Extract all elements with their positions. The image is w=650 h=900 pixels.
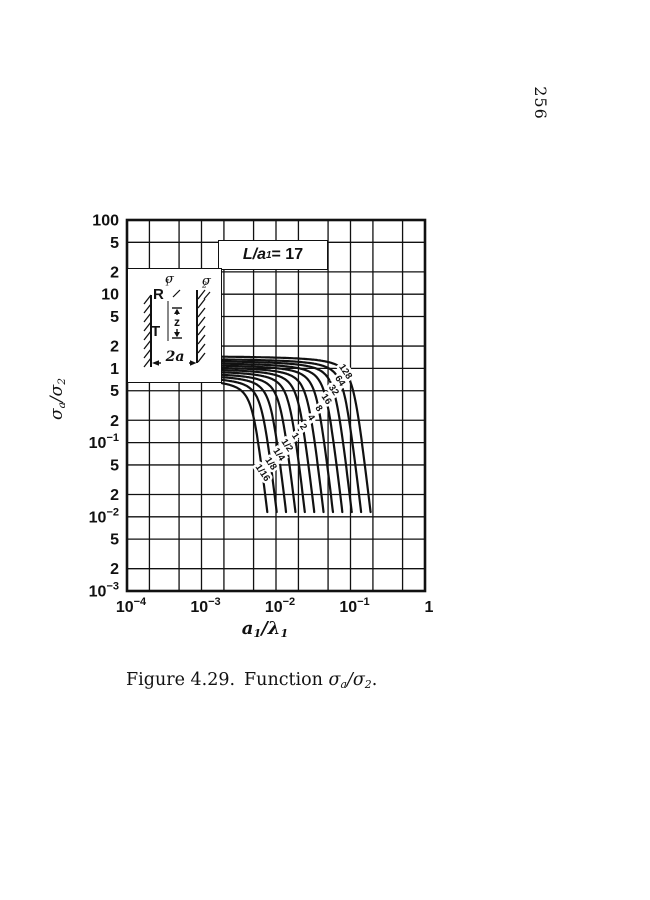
2a-arrow-right-icon <box>190 360 197 366</box>
plot-title-sub: 1 <box>266 249 272 261</box>
y-tick-label: 5 <box>110 235 119 252</box>
figure-caption: Figure 4.29. Function σa/σ2. <box>126 670 378 692</box>
borehole-diagram-graphic <box>143 289 211 368</box>
left-wall-hatching <box>143 294 152 368</box>
y-tick-label: 2 <box>110 339 119 356</box>
x-tick-label: 10−4 <box>116 596 147 616</box>
receiver-label: R <box>153 286 164 303</box>
sigma1-leader <box>172 289 181 298</box>
curve-16 <box>220 362 344 514</box>
curve-64 <box>220 358 363 514</box>
curve-1 <box>220 371 306 514</box>
2a-arrow-left-icon <box>152 360 159 366</box>
curve-1/8 <box>220 378 278 514</box>
curve-8 <box>220 364 335 514</box>
source-label: T <box>151 323 161 340</box>
curve-32 <box>220 360 353 514</box>
y-axis-title: σa/σ2 <box>47 378 68 420</box>
x-tick-label: 1 <box>425 599 434 616</box>
curve-1/2 <box>220 373 297 514</box>
y-tick-label: 5 <box>110 532 119 549</box>
y-tick-label: 10−2 <box>89 506 119 526</box>
y-tick-label: 5 <box>110 457 119 474</box>
figure-caption-number: Figure 4.29. <box>126 670 236 690</box>
x-tick-label: 10−3 <box>190 596 220 616</box>
x-tick-label: 10−1 <box>339 596 369 616</box>
curve-128 <box>220 355 372 514</box>
y-tick-label: 2 <box>110 413 119 430</box>
z-arrow-up-icon <box>174 308 180 314</box>
y-tick-label: 10−1 <box>89 432 119 452</box>
curve-1/4 <box>220 376 288 514</box>
z-distance-label: z <box>171 315 183 329</box>
plot-title-suffix: = 17 <box>271 246 304 263</box>
y-tick-label: 2 <box>110 561 119 578</box>
y-tick-label: 2 <box>110 487 119 504</box>
y-tick-label: 1 <box>110 361 119 378</box>
right-wall-hatching <box>197 289 206 363</box>
x-axis-title: a1/λ1 <box>241 618 289 641</box>
plot-title-box: L/a 1 = 17 <box>218 240 328 270</box>
slot-width-label: 2a <box>161 349 189 365</box>
curve-4 <box>220 366 325 514</box>
y-tick-label: 5 <box>110 383 119 400</box>
y-tick-label: 10 <box>101 287 119 304</box>
curve-1/16 <box>220 382 269 514</box>
plot-frame <box>125 218 427 593</box>
y-tick-label: 100 <box>92 213 119 230</box>
curve-2 <box>220 369 316 514</box>
plot-title-prefix: L/a <box>242 246 266 263</box>
x-tick-label: 10−2 <box>265 596 295 616</box>
y-tick-label: 5 <box>110 309 119 326</box>
z-arrow-down-icon <box>174 332 180 338</box>
sigma2-leader <box>203 291 211 300</box>
y-tick-label: 10−3 <box>89 581 119 601</box>
y-tick-label: 2 <box>110 264 119 281</box>
